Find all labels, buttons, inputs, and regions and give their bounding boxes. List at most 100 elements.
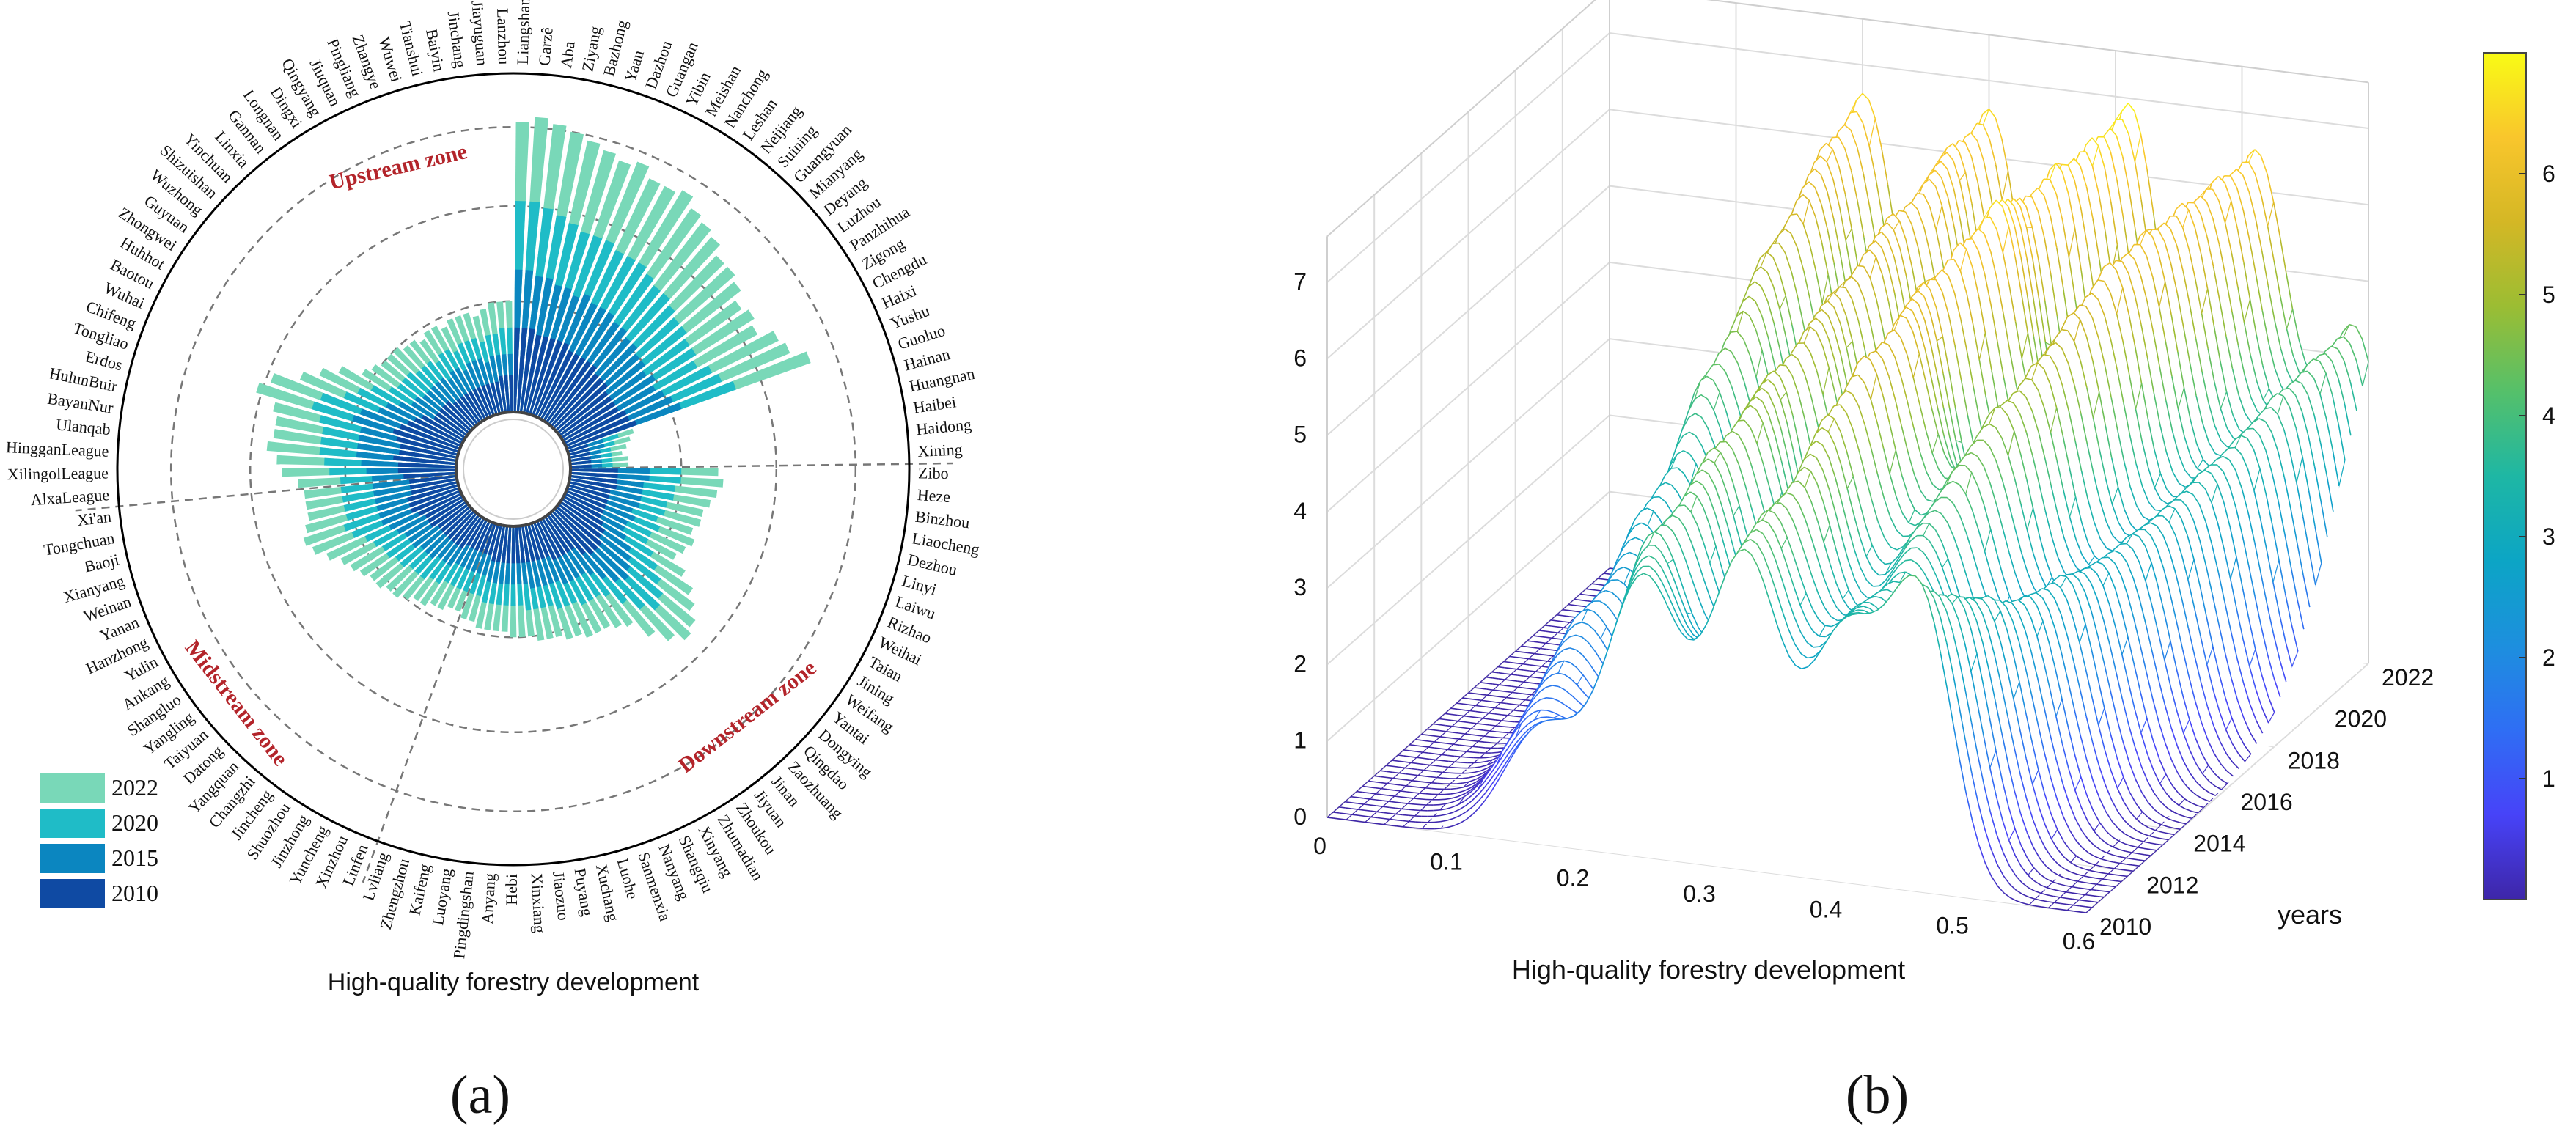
city-label: XilingolLeague [7,463,109,483]
surface-line [2116,313,2124,342]
bar-2010-Puyang [521,525,530,563]
surface-line [1475,699,1482,702]
surface-line [2173,493,2181,501]
radial-bar-chart: Liangshan Garzê Aba ZiyangBazhongYaanDazhou… [6,0,981,1125]
surface-line [2140,323,2148,358]
series-2010 [392,327,637,564]
surface-line [2217,523,2225,550]
surface-line [2337,336,2344,339]
bar-2010-Zhoukou [544,515,570,554]
surface-line [1934,169,1942,179]
surface-line [2205,521,2213,545]
surface-line [2324,353,2333,362]
bar-2010-Binzhou [570,474,618,484]
surface-line [2110,151,2118,180]
surface-line [2259,468,2267,496]
surface-line [2177,351,2185,389]
surface-line [2242,588,2250,620]
surface-line [2148,501,2156,511]
surface-line [1958,139,1966,143]
surface-line [1718,347,1726,354]
surface-line [1519,704,1526,707]
bar-2010-HulunBuir [400,444,458,459]
bar-2010-Gannan [456,398,479,425]
surface-line [2267,695,2275,713]
surface-line [1483,729,1491,732]
surface-line [1736,310,1744,317]
surface-line [1959,151,1967,173]
surface-line [1489,718,1496,721]
surface-line [1820,174,1828,192]
city-label: Haidong [915,415,972,438]
surface-line [1486,683,1493,685]
surface-line [1857,201,1865,238]
surface-line [2302,456,2310,491]
surface-line [2170,263,2179,294]
surface-line [1492,683,1500,685]
surface-line [2037,187,2045,196]
surface-line [2211,544,2220,573]
surface-line [2213,325,2221,361]
surface-line [2289,388,2297,396]
surface-line [2103,128,2111,137]
surface-line [1516,674,1524,677]
bar-2010-Zhengzhou [488,523,499,556]
surface-line [1802,194,1810,201]
surface-line [2091,293,2099,301]
surface-line [1491,671,1499,674]
surface-line [2014,321,2023,359]
surface-line [2266,549,2274,583]
city-label: Anyang [478,872,499,924]
surface-line [1996,279,2004,314]
surface-line [1761,286,1769,301]
surface-line [1505,685,1512,687]
surface-line [2165,400,2173,431]
bar-2010-Wuwei [485,383,498,415]
bar-2010-Yangling [437,503,469,529]
surface-line [2091,279,2099,290]
surface-line [1815,216,1823,243]
surface-line [2201,372,2209,402]
surface-line [1495,725,1502,727]
surface-line [1803,271,1811,300]
surface-line [1494,713,1502,716]
surface-line [2122,156,2130,190]
surface-line [2176,216,2184,228]
surface-line [2313,414,2322,444]
surface-line [2232,414,2240,430]
bar-2010-Yanan [411,490,461,513]
surface-line [1863,266,1871,279]
guide-ring [249,205,778,734]
surface-line [2225,336,2234,369]
surface-line [1464,715,1471,718]
surface-line [2229,169,2237,176]
surface-line [1458,720,1464,723]
surface-line [2176,293,2184,328]
surface-line [1512,691,1519,694]
surface-line [1940,161,1948,170]
surface-line [1952,143,1960,152]
surface-line [2201,313,2209,349]
surface-line [1562,608,1569,611]
city-label: Jiaozuo [549,870,573,921]
surface-line [1869,249,1876,257]
guide-ring [169,125,857,813]
bar-2010-Zigong [562,407,619,442]
surface-line [1863,173,1871,207]
surface-line [2258,408,2266,416]
surface-line [2200,195,2207,202]
bar-2010-Erdos [396,436,458,456]
surface-line [1456,708,1464,711]
surface-line [1522,657,1529,660]
surface-line [1527,652,1535,655]
city-label: Aba [557,40,579,69]
surface-line [2236,169,2244,176]
surface-line [1893,229,1901,249]
surface-line [2212,266,2220,301]
legend-label-2020: 2020 [111,809,158,836]
surface-line [2240,454,2249,469]
surface-line [2223,549,2231,580]
bar-2010-Xinxiang [515,526,521,564]
surface-line [1791,271,1799,298]
surface-line [1988,109,1996,118]
